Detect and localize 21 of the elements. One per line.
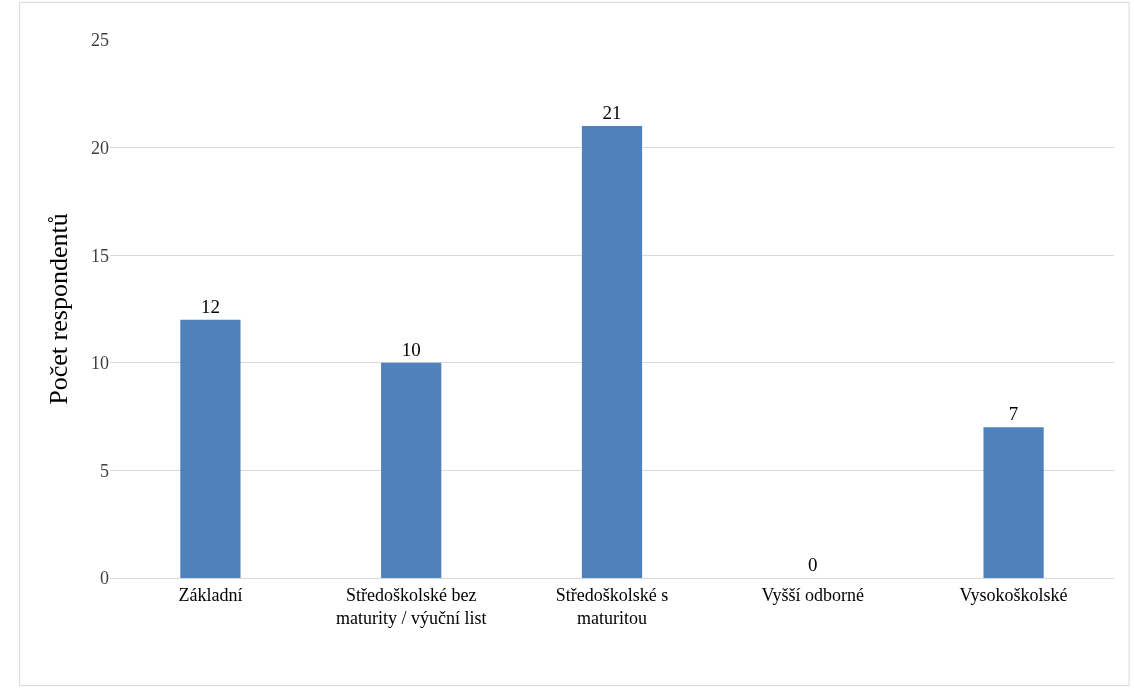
bar [581, 126, 643, 578]
y-tick-label: 5 [100, 460, 109, 481]
x-tick-label: Vyšší odborné [761, 584, 865, 605]
y-tick-label: 25 [91, 30, 109, 51]
x-tick-label: Středoškolské s maturitou [555, 584, 669, 628]
y-tick-label: 15 [91, 245, 109, 266]
data-label: 12 [200, 295, 220, 317]
data-label: 21 [602, 102, 622, 124]
x-tick-label: Středoškolské bez maturity / výuční list [335, 584, 487, 628]
y-axis-title: Počet respondentů [44, 213, 74, 405]
x-tick-label: Vysokoškolské [959, 584, 1068, 605]
y-tick-label: 0 [100, 568, 109, 589]
x-tick-label: Základní [178, 584, 243, 605]
data-label: 10 [401, 338, 421, 360]
y-tick-label: 10 [91, 353, 109, 374]
bar [983, 427, 1044, 578]
y-tick-label: 20 [91, 137, 109, 158]
data-label: 0 [808, 554, 818, 575]
bar [381, 362, 442, 578]
data-label: 7 [1008, 403, 1019, 425]
bar [180, 319, 241, 578]
